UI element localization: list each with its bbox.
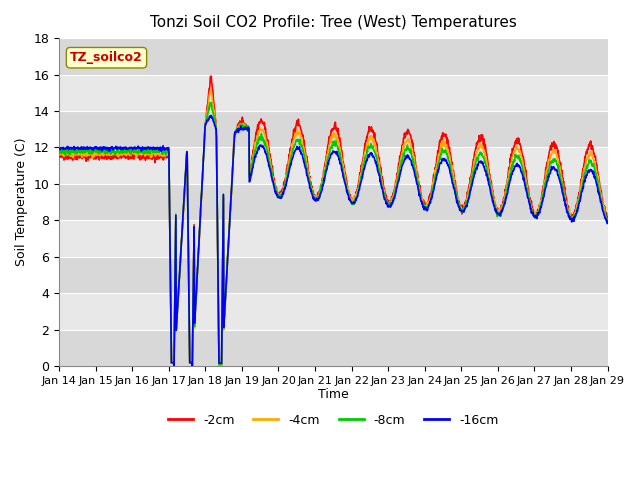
Title: Tonzi Soil CO2 Profile: Tree (West) Temperatures: Tonzi Soil CO2 Profile: Tree (West) Temp… bbox=[150, 15, 516, 30]
Y-axis label: Soil Temperature (C): Soil Temperature (C) bbox=[15, 138, 28, 266]
Bar bbox=[59, 329, 607, 366]
Text: TZ_soilco2: TZ_soilco2 bbox=[70, 51, 143, 64]
Bar bbox=[59, 111, 607, 147]
Bar bbox=[59, 184, 607, 220]
Bar bbox=[59, 257, 607, 293]
Legend: -2cm, -4cm, -8cm, -16cm: -2cm, -4cm, -8cm, -16cm bbox=[163, 409, 504, 432]
Bar bbox=[59, 147, 607, 184]
X-axis label: Time: Time bbox=[318, 388, 349, 401]
Bar bbox=[59, 220, 607, 257]
Bar bbox=[59, 74, 607, 111]
Bar bbox=[59, 293, 607, 329]
Bar bbox=[59, 38, 607, 74]
